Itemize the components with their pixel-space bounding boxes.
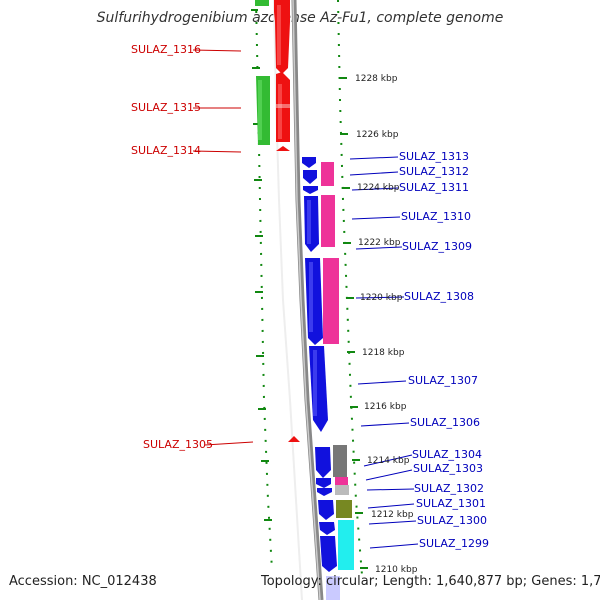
label-SULAZ_1314[interactable]: SULAZ_1314 xyxy=(131,144,201,157)
label-SULAZ_1299[interactable]: SULAZ_1299 xyxy=(419,537,489,550)
gene-SULAZ_1301[interactable] xyxy=(318,500,352,520)
label-SULAZ_1303[interactable]: SULAZ_1303 xyxy=(413,462,483,475)
label-SULAZ_1311[interactable]: SULAZ_1311 xyxy=(399,181,469,194)
ruler-label-1218: 1218 kbp xyxy=(362,348,405,358)
ruler-label-1226: 1226 kbp xyxy=(356,130,399,140)
gene-SULAZ_1302[interactable] xyxy=(317,485,349,496)
map-title: Sulfurihydrogenibium azorense Az-Fu1, co… xyxy=(96,10,504,26)
gene-SULAZ_1311[interactable] xyxy=(303,186,318,194)
gene-SULAZ_1316[interactable] xyxy=(255,0,290,74)
label-SULAZ_1307[interactable]: SULAZ_1307 xyxy=(408,374,478,387)
gene-SULAZ_1300[interactable] xyxy=(319,522,335,535)
label-SULAZ_1309[interactable]: SULAZ_1309 xyxy=(402,240,472,253)
label-SULAZ_1312[interactable]: SULAZ_1312 xyxy=(399,165,469,178)
ruler-label-1210: 1210 kbp xyxy=(375,565,418,575)
label-SULAZ_1301[interactable]: SULAZ_1301 xyxy=(416,497,486,510)
label-SULAZ_1316[interactable]: SULAZ_1316 xyxy=(131,43,201,56)
label-SULAZ_1306[interactable]: SULAZ_1306 xyxy=(410,416,480,429)
label-SULAZ_1304[interactable]: SULAZ_1304 xyxy=(412,448,482,461)
ruler-label-1222: 1222 kbp xyxy=(358,238,401,248)
label-SULAZ_1302[interactable]: SULAZ_1302 xyxy=(414,482,484,495)
gene-SULAZ_1310[interactable] xyxy=(304,195,335,252)
ruler-label-1216: 1216 kbp xyxy=(364,402,407,412)
gene-SULAZ_1303[interactable] xyxy=(316,477,348,488)
ruler-ticks-inner xyxy=(251,9,272,521)
ruler-label-1220: 1220 kbp xyxy=(360,293,403,303)
ruler-label-1224: 1224 kbp xyxy=(357,183,400,193)
gene-SULAZ_1313[interactable] xyxy=(302,157,316,168)
gene-SULAZ_1306[interactable] xyxy=(309,346,328,432)
label-SULAZ_1308[interactable]: SULAZ_1308 xyxy=(404,290,474,303)
ruler-label-1228: 1228 kbp xyxy=(355,74,398,84)
genome-backbone xyxy=(291,0,324,600)
ruler-label-1214: 1214 kbp xyxy=(367,456,410,466)
label-SULAZ_1315[interactable]: SULAZ_1315 xyxy=(131,101,201,114)
label-SULAZ_1300[interactable]: SULAZ_1300 xyxy=(417,514,487,527)
ruler-outer xyxy=(337,0,363,576)
ruler-label-1212: 1212 kbp xyxy=(371,510,414,520)
ruler-ticks-outer xyxy=(339,77,368,569)
left-leader-lines xyxy=(192,49,254,446)
gene-SULAZ_1308[interactable] xyxy=(305,258,339,345)
gene-SULAZ_1314[interactable] xyxy=(276,146,290,151)
gene-SULAZ_1299[interactable] xyxy=(320,520,354,600)
label-SULAZ_1310[interactable]: SULAZ_1310 xyxy=(401,210,471,223)
gene-SULAZ_1304[interactable] xyxy=(315,445,347,478)
label-SULAZ_1305[interactable]: SULAZ_1305 xyxy=(143,438,213,451)
gene-SULAZ_1312[interactable] xyxy=(303,162,334,186)
accession-label: Accession: NC_012438 xyxy=(9,574,157,589)
topology-label: Topology: circular; Length: 1,640,877 bp… xyxy=(261,574,600,589)
gene-SULAZ_1305[interactable] xyxy=(288,436,300,442)
right-leader-lines xyxy=(349,156,419,549)
label-SULAZ_1313[interactable]: SULAZ_1313 xyxy=(399,150,469,163)
gene-SULAZ_1315[interactable] xyxy=(256,72,290,145)
